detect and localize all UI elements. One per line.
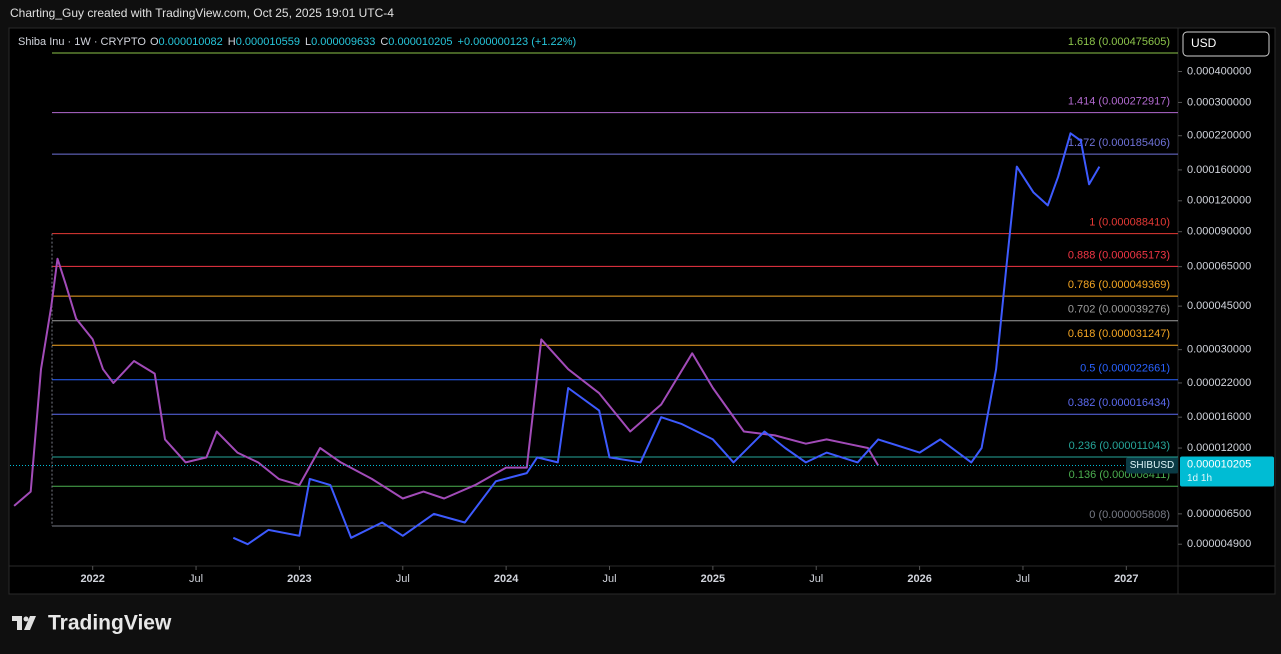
ohlc-key: L (305, 36, 311, 48)
y-tick-label: 0.000004900 (1187, 538, 1251, 550)
y-tick-label: 0.000016000 (1187, 411, 1251, 423)
fib-label: 1.618 (0.000475605) (1068, 36, 1170, 48)
symbol: Shiba Inu · 1W · CRYPTO (18, 36, 146, 48)
price-line (13, 257, 880, 507)
y-tick-label: 0.000022000 (1187, 377, 1251, 389)
credit: Charting_Guy created with TradingView.co… (10, 6, 394, 20)
x-tick-label: 2026 (907, 573, 931, 585)
price-badge-countdown: 1d 1h (1187, 473, 1212, 484)
x-tick-label: Jul (396, 573, 410, 585)
plot-area: 1.618 (0.000475605) 1.414 (0.000272917) 1.… (10, 36, 1178, 546)
y-tick-label: 0.000045000 (1187, 300, 1251, 312)
chart-frame (8, 27, 1276, 595)
x-tick-label: Jul (189, 573, 203, 585)
brand: TradingView (48, 612, 172, 635)
ticker-badge-text: SHIBUSD (1130, 460, 1174, 471)
y-tick-label: 0.000006500 (1187, 508, 1251, 520)
y-tick-label: 0.000400000 (1187, 65, 1251, 77)
x-tick-label: Jul (809, 573, 823, 585)
change: +0.000000123 (+1.22%) (458, 36, 577, 48)
logo-dot (23, 616, 29, 622)
fib-label: 1 (0.000088410) (1089, 217, 1170, 229)
ohlc-key: O (150, 36, 159, 48)
y-tick-label: 0.000160000 (1187, 164, 1251, 176)
logo-icon (12, 616, 36, 630)
y-tick-label: 0.000220000 (1187, 130, 1251, 142)
fib-label: 0.786 (0.000049369) (1068, 279, 1170, 291)
fib-label: 0.702 (0.000039276) (1068, 304, 1170, 316)
price-badge (1180, 456, 1274, 487)
fib-label: 0.382 (0.000016434) (1068, 397, 1170, 409)
ohlc-key: C (380, 36, 388, 48)
fib-label: 0 (0.000005808) (1089, 509, 1170, 521)
fib-label: 0.5 (0.000022661) (1080, 363, 1170, 375)
y-tick-label: 0.000012000 (1187, 442, 1251, 454)
footer-logo: TradingView (12, 612, 172, 635)
y-tick-label: 0.000090000 (1187, 226, 1251, 238)
ohlc-key: H (228, 36, 236, 48)
x-tick-label: 2025 (701, 573, 725, 585)
x-tick-label: 2027 (1114, 573, 1138, 585)
fib-label: 1.272 (0.000185406) (1068, 137, 1170, 149)
y-tick-label: 0.000030000 (1187, 344, 1251, 356)
x-tick-label: 2023 (287, 573, 311, 585)
fib-label: 0.618 (0.000031247) (1068, 328, 1170, 340)
ticker-badge (1126, 457, 1178, 474)
ohlc-value: 0.000010559 (236, 36, 300, 48)
currency-label: USD (1191, 36, 1217, 50)
ohlc-value: 0.000010205 (388, 36, 452, 48)
fib-label: 0.888 (0.000065173) (1068, 249, 1170, 261)
y-tick-label: 0.000065000 (1187, 261, 1251, 273)
y-tick-label: 0.000300000 (1187, 96, 1251, 108)
x-tick-label: 2024 (494, 573, 519, 585)
price-line (232, 132, 1101, 546)
currency-button[interactable] (1182, 31, 1270, 57)
fib-label: 1.414 (0.000272917) (1068, 95, 1170, 107)
ohlc-value: 0.000010082 (159, 36, 223, 48)
legend-text: Shiba Inu · 1W · CRYPTO O0.000010082 H0.00… (18, 36, 576, 48)
x-tick-label: 2022 (80, 573, 104, 585)
x-tick-label: Jul (602, 573, 616, 585)
symbol-legend: Shiba Inu · 1W · CRYPTO O0.000010082 H0.00… (18, 36, 576, 48)
y-tick-label: 0.000120000 (1187, 195, 1251, 207)
x-tick-label: Jul (1016, 573, 1030, 585)
price-badge-value: 0.000010205 (1187, 458, 1251, 470)
axes: 0.000400000 0.000300000 0.000220000 0.00016… (80, 65, 1274, 585)
fib-label: 0.236 (0.000011043) (1069, 440, 1170, 452)
ohlc-value: 0.000009633 (311, 36, 375, 48)
